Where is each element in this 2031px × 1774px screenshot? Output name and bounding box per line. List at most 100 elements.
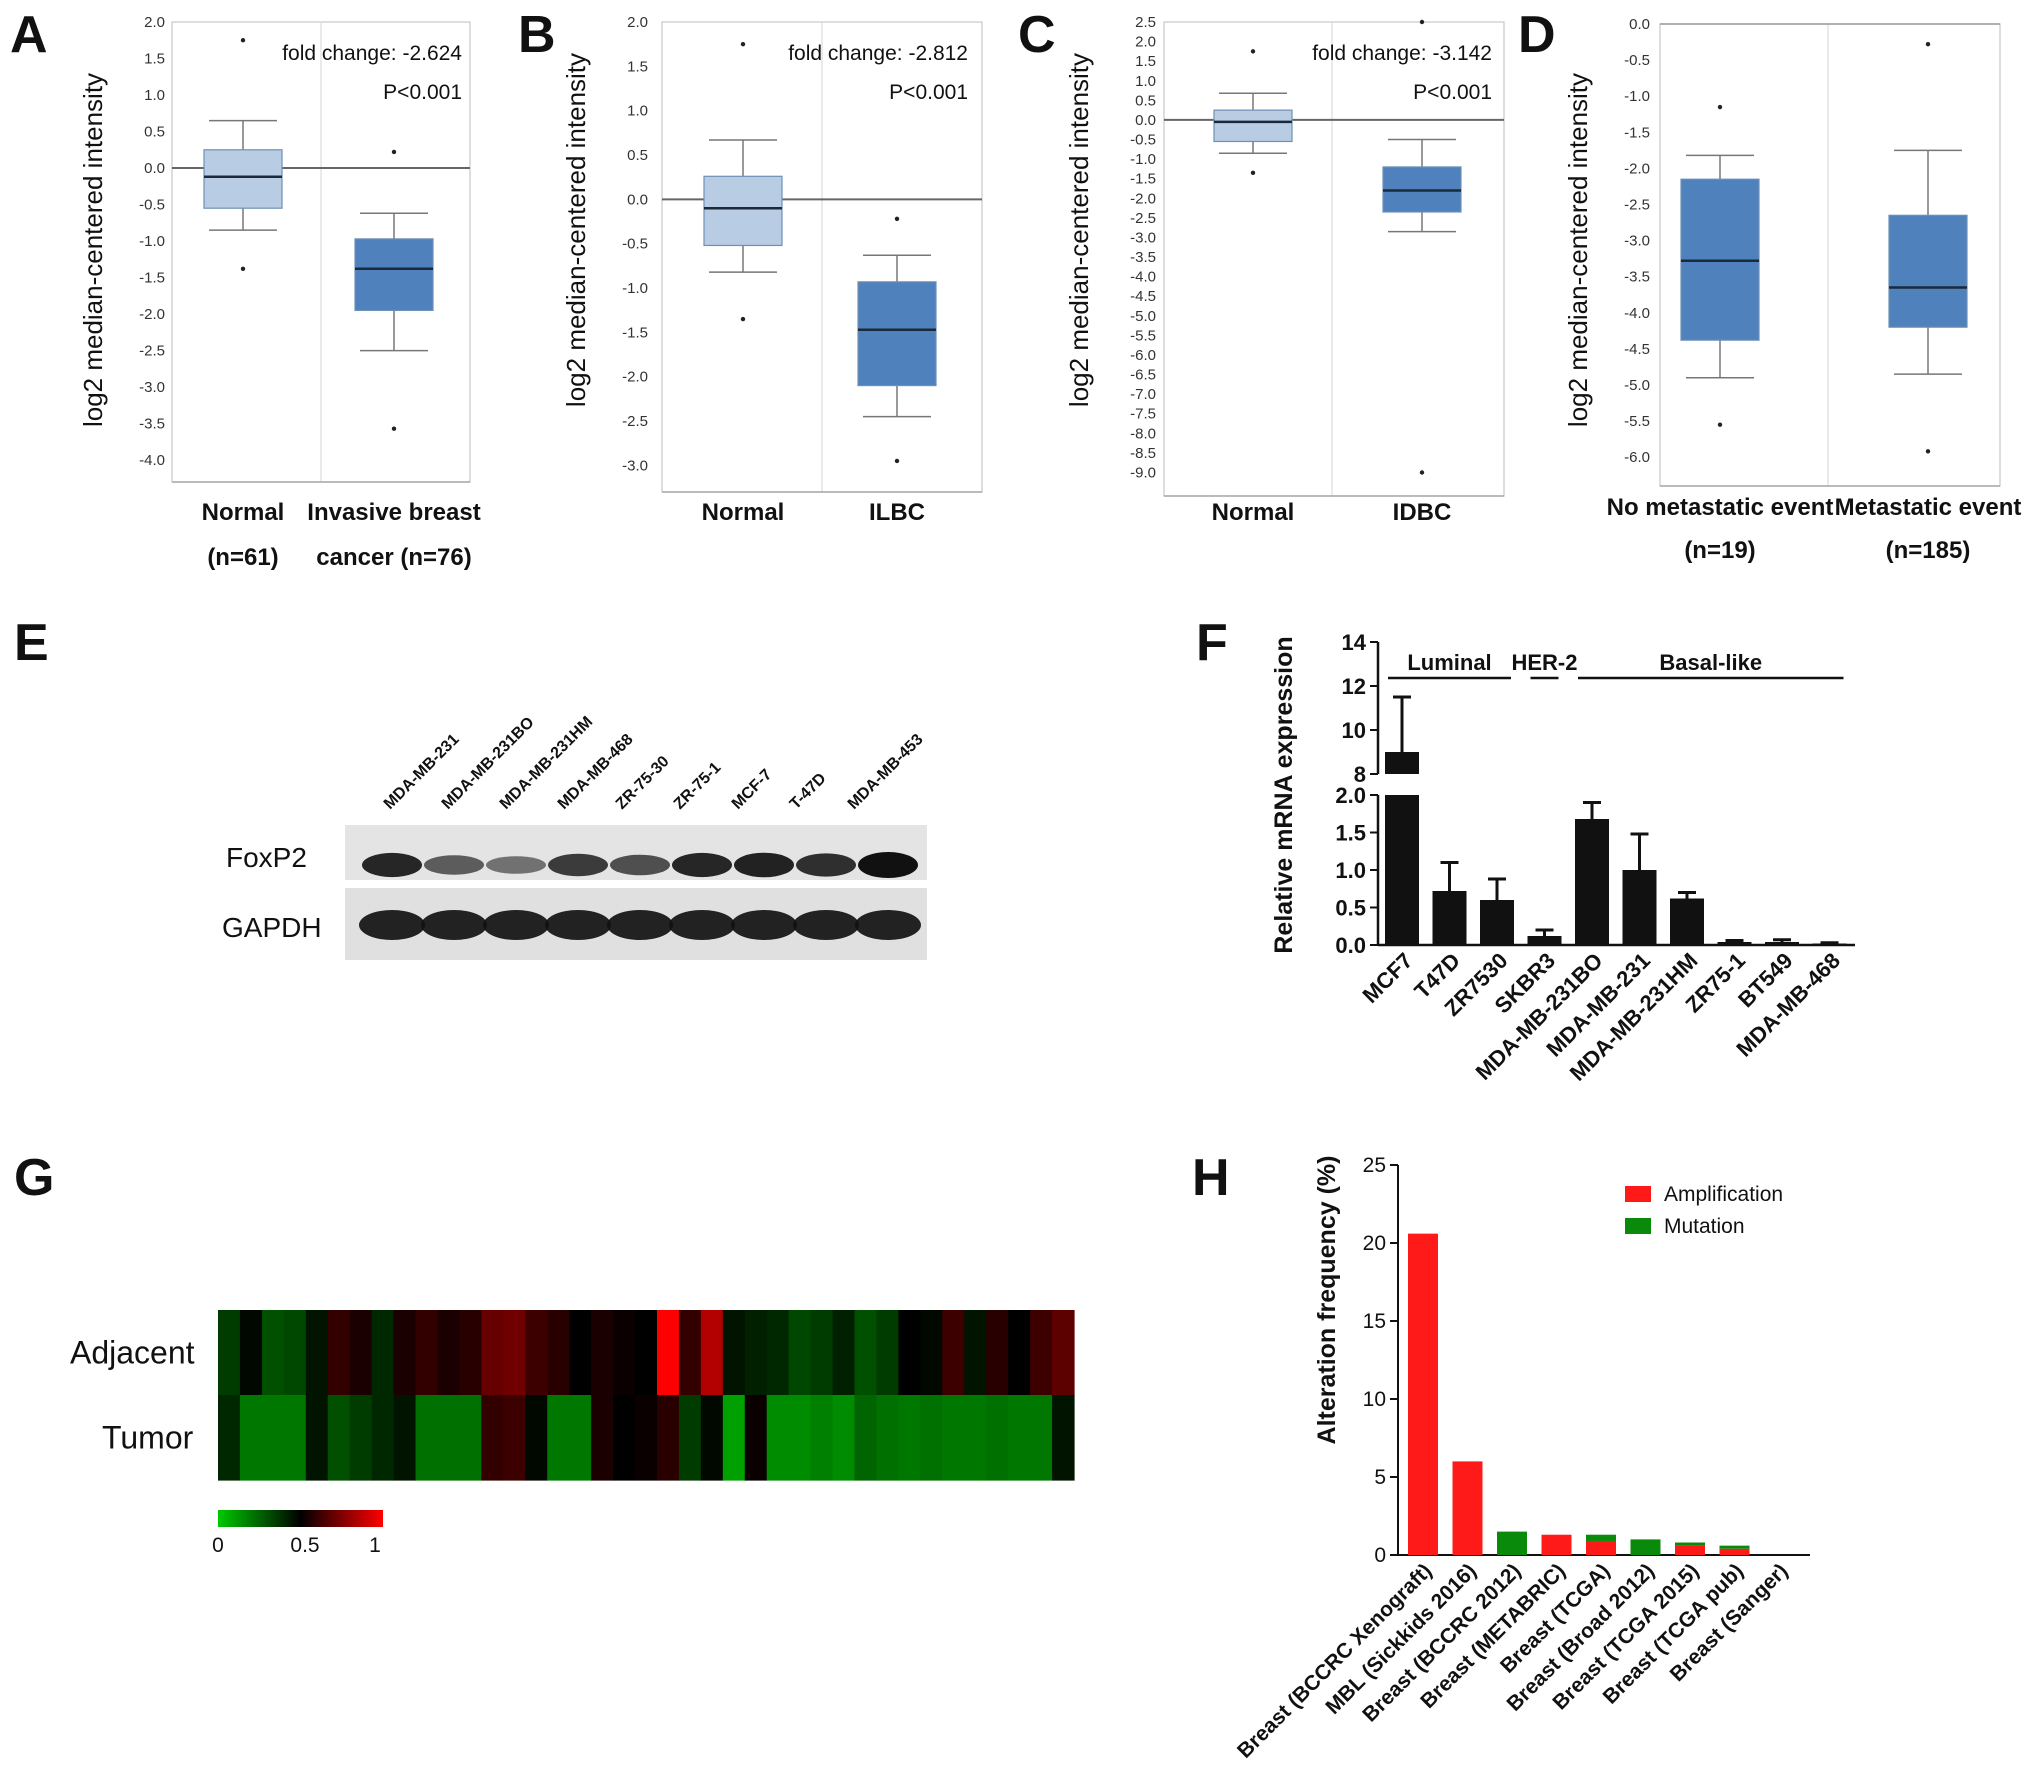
heatmap-cell [832, 1310, 856, 1396]
heatmap-cell [591, 1395, 614, 1481]
outlier-point [391, 426, 397, 431]
fold-change-annotation: fold change: -3.142 [1312, 42, 1492, 65]
y-tick-label: 8 [1354, 762, 1366, 787]
lane-label: T-47D [787, 770, 830, 813]
box-panel-a: 2.0 1.5 1.0 0.5 0.0 -0.5 -1.0 -1.5 -2.0 -2.5 -3.0 -… [78, 14, 481, 571]
heatmap-cell [986, 1310, 1009, 1396]
y-tick-label: -3.5 [139, 416, 165, 433]
heatmap-cell [218, 1395, 241, 1481]
y-axis-title: log2 median-centered intensity [561, 53, 591, 407]
heatmap-cell [371, 1310, 395, 1396]
heatmap-cell [788, 1310, 812, 1396]
heatmap-cell [1030, 1395, 1053, 1481]
y-tick-label: -1.0 [139, 233, 165, 250]
heatmap-cell [854, 1310, 878, 1396]
category-label: Metastatic event [1835, 494, 2022, 521]
heatmap-cell [349, 1310, 373, 1396]
heatmap-cell [261, 1310, 285, 1396]
bar [1622, 870, 1657, 945]
y-tick-label: 0.5 [144, 124, 165, 141]
heatmap-cell [920, 1395, 943, 1481]
heatmap-cell [700, 1310, 724, 1396]
lane-label: ZR-75-30 [613, 753, 673, 813]
heatmap-cell [964, 1310, 987, 1396]
y-tick-label: -5.0 [1624, 377, 1650, 394]
y-tick-label: -9.0 [1130, 464, 1156, 481]
heatmap-cell [569, 1310, 592, 1396]
y-tick-label: 0.5 [627, 147, 648, 164]
y-tick-label: -3.5 [1624, 269, 1650, 286]
y-tick-label: -1.0 [1624, 88, 1650, 105]
y-tick-label: -1.5 [139, 270, 165, 287]
bar-upper-segment [1385, 752, 1419, 774]
y-tick-label: -0.5 [1624, 52, 1650, 69]
y-tick-label: 0.0 [627, 191, 648, 208]
expression-heatmap: Adjacent Tumor 0 0.5 1 [70, 1310, 1075, 1557]
y-tick-label: -3.0 [1624, 233, 1650, 250]
heatmap-cell [239, 1310, 263, 1396]
outlier-point [740, 41, 746, 47]
outlier-point [1925, 449, 1931, 454]
bar-amplification [1541, 1534, 1572, 1555]
heatmap-cell [766, 1310, 790, 1396]
gapdh-band [421, 910, 487, 940]
heatmap-cell [832, 1395, 856, 1481]
y-tick-label: -2.5 [1624, 196, 1650, 213]
gapdh-band [855, 910, 921, 940]
panel-letter-g: G [14, 1149, 54, 1207]
bar-mutation [1719, 1545, 1750, 1549]
heatmap-cell [678, 1310, 702, 1396]
heatmap-cell [415, 1310, 439, 1396]
heatmap-cell [371, 1395, 395, 1481]
heatmap-cell [503, 1310, 526, 1396]
y-tick-label: -8.5 [1130, 445, 1156, 462]
iqr-box [203, 149, 283, 209]
heatmap-cell [788, 1395, 812, 1481]
iqr-box [1213, 109, 1293, 143]
heatmap-cell [481, 1310, 504, 1396]
category-label: IDBC [1393, 499, 1452, 526]
bar-amplification [1719, 1548, 1750, 1555]
color-scale-bar [218, 1510, 383, 1527]
y-tick-label: 0.0 [1629, 16, 1650, 33]
box-0 [203, 38, 283, 271]
category-label: Normal [702, 499, 785, 526]
y-tick-label: -2.5 [622, 413, 648, 430]
y-tick-label: -5.0 [1130, 308, 1156, 325]
heatmap-cell [1030, 1310, 1053, 1396]
y-tick-label: 0.5 [1135, 92, 1156, 109]
y-axis-title: Alteration frequency (%) [1313, 1156, 1341, 1445]
y-tick-label: 2.0 [1135, 34, 1156, 51]
y-tick-label: -6.0 [1130, 347, 1156, 364]
outlier-point [240, 38, 246, 43]
heatmap-cell [854, 1395, 878, 1481]
gapdh-band [483, 910, 549, 940]
fold-change-annotation: fold change: -2.624 [282, 42, 462, 65]
outlier-point [1925, 42, 1931, 47]
outlier-point [740, 316, 746, 322]
y-tick-label: -3.0 [622, 457, 648, 474]
box-0 [1213, 49, 1293, 176]
panel-letter-e: E [14, 614, 49, 672]
category-label: Invasive breast [307, 499, 480, 526]
heatmap-cell [722, 1395, 746, 1481]
legend-swatch [1625, 1218, 1651, 1234]
y-tick-label: -4.5 [1130, 288, 1156, 305]
panel-letter-b: B [518, 6, 556, 64]
y-tick-label: 20 [1363, 1232, 1386, 1255]
heatmap-cell [744, 1395, 768, 1481]
legend-swatch [1625, 1186, 1651, 1202]
heatmap-cell [1008, 1395, 1031, 1481]
gapdh-band [607, 910, 673, 940]
y-tick-label: -6.5 [1130, 367, 1156, 384]
category-sublabel: (n=19) [1684, 537, 1755, 564]
heatmap-cell [942, 1395, 965, 1481]
p-value-annotation: P<0.001 [1413, 81, 1492, 104]
y-tick-label: 2.0 [1335, 783, 1366, 808]
y-tick-label: -2.0 [1624, 160, 1650, 177]
heatmap-cell [942, 1310, 965, 1396]
bar [1765, 942, 1799, 945]
heatmap-cell [722, 1310, 746, 1396]
bar-amplification [1408, 1233, 1438, 1555]
y-tick-label: -3.0 [1130, 229, 1156, 246]
